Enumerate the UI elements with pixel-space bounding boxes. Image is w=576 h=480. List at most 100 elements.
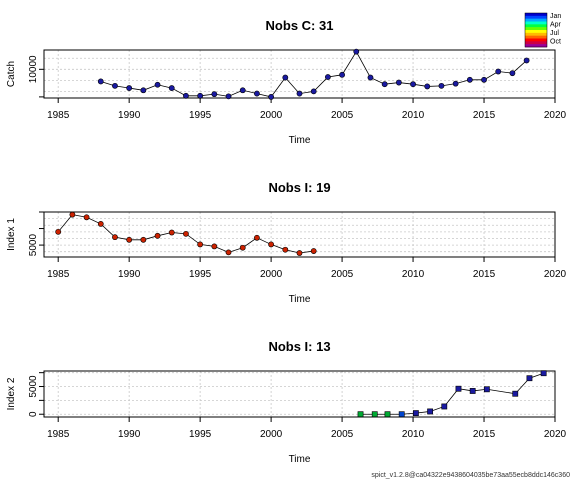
data-point [254,90,260,97]
x-tick-label: 1985 [47,269,70,280]
data-point [357,411,364,418]
data-point [395,79,402,86]
data-point [69,211,76,218]
data-point [239,244,246,251]
data-point [339,71,345,78]
data-point [412,410,419,417]
x-tick-label: 2020 [544,110,567,121]
panel-3: Nobs I: 13 1985 1990 1995 2000 2005 2010 2015 20… [6,339,567,465]
panel-1: Nobs C: 31 1985 1990 1995 2000 2005 2010 2015 20… [6,18,567,146]
data-point [55,228,62,235]
data-point [268,241,275,248]
x-tick-label: 1985 [47,429,70,440]
y-axis-label: Index 2 [6,377,17,410]
legend-frame [524,12,548,48]
data-point [455,385,462,392]
data-point [282,74,289,81]
x-tick-label: 2015 [473,429,496,440]
y-axis-label: Catch [6,61,17,87]
data-point [183,230,189,237]
x-tick-label: 2010 [402,269,425,280]
plot-frame [43,370,556,418]
data-point [168,85,175,91]
y-tick-label: 5000 [28,375,39,398]
legend-color-swatch [525,27,547,31]
data-point [353,48,360,55]
x-tick-label: 2020 [544,269,567,280]
data-point [168,229,175,236]
y-tick-label: 5000 [28,234,39,257]
data-point [225,93,232,100]
x-tick-label: 1990 [118,429,141,440]
x-tick-label: 2005 [331,269,354,280]
legend-color-swatch [525,32,547,36]
data-point [324,74,331,80]
data-point [97,78,104,85]
x-tick-label: 1995 [189,429,212,440]
data-point [438,82,445,89]
legend-month-label: Jul [550,30,559,37]
x-tick-label: 1990 [118,110,141,121]
y-tick-label: 10000 [28,55,39,83]
data-point [254,234,260,241]
x-tick-label: 2000 [260,269,283,280]
legend-month-label: Jan [550,13,561,20]
data-point [441,403,448,410]
x-tick-label: 2010 [402,110,425,121]
x-tick-label: 2015 [473,110,496,121]
plot-frame [43,211,556,258]
data-point [112,234,118,241]
x-tick-label: 2010 [402,429,425,440]
data-point [381,81,388,88]
x-tick-label: 1985 [47,110,70,121]
x-tick-label: 1990 [118,269,141,280]
legend-color-swatch [525,35,547,39]
data-point [183,92,189,99]
data-point [239,87,246,94]
data-point [296,250,303,256]
data-point [154,232,161,239]
x-axis-label: Time [289,135,311,146]
data-point [481,76,487,83]
data-point [469,388,476,394]
data-point [540,370,547,377]
chart-panels: Nobs C: 31 1985 1990 1995 2000 2005 2010 2015 20… [6,18,567,465]
data-point [126,85,133,91]
data-point [523,57,530,64]
data-point [367,74,374,81]
data-point [211,91,218,98]
panel-2: Nobs I: 19 1985 1990 1995 2000 2005 2010 2015 20… [6,180,567,305]
data-point [112,82,118,89]
legend-month-label: Oct [550,39,561,46]
plot-frame [43,49,556,99]
data-point [509,70,516,77]
data-point [140,87,147,94]
data-point [310,88,317,95]
data-point [466,76,473,83]
data-point [495,68,502,75]
legend-color-swatch [525,21,547,25]
data-point [140,236,147,243]
legend-color-swatch [525,38,547,42]
data-point [197,241,204,248]
data-point [126,236,133,243]
data-point [424,83,431,90]
data-point [427,408,433,415]
x-tick-label: 2000 [260,429,283,440]
x-tick-label: 2005 [331,429,354,440]
data-point [154,81,161,88]
data-point [282,246,289,253]
data-point [296,90,303,97]
panel-title: Nobs I: 19 [268,180,330,195]
y-axis-label: Index 1 [6,218,17,251]
x-tick-label: 2005 [331,110,354,121]
data-point [452,80,459,87]
legend-month-label: Apr [550,22,562,29]
data-point [526,375,533,382]
legend-color-swatch [525,30,547,34]
legend-color-swatch [525,13,547,17]
data-point [225,249,232,256]
data-point [410,81,416,88]
